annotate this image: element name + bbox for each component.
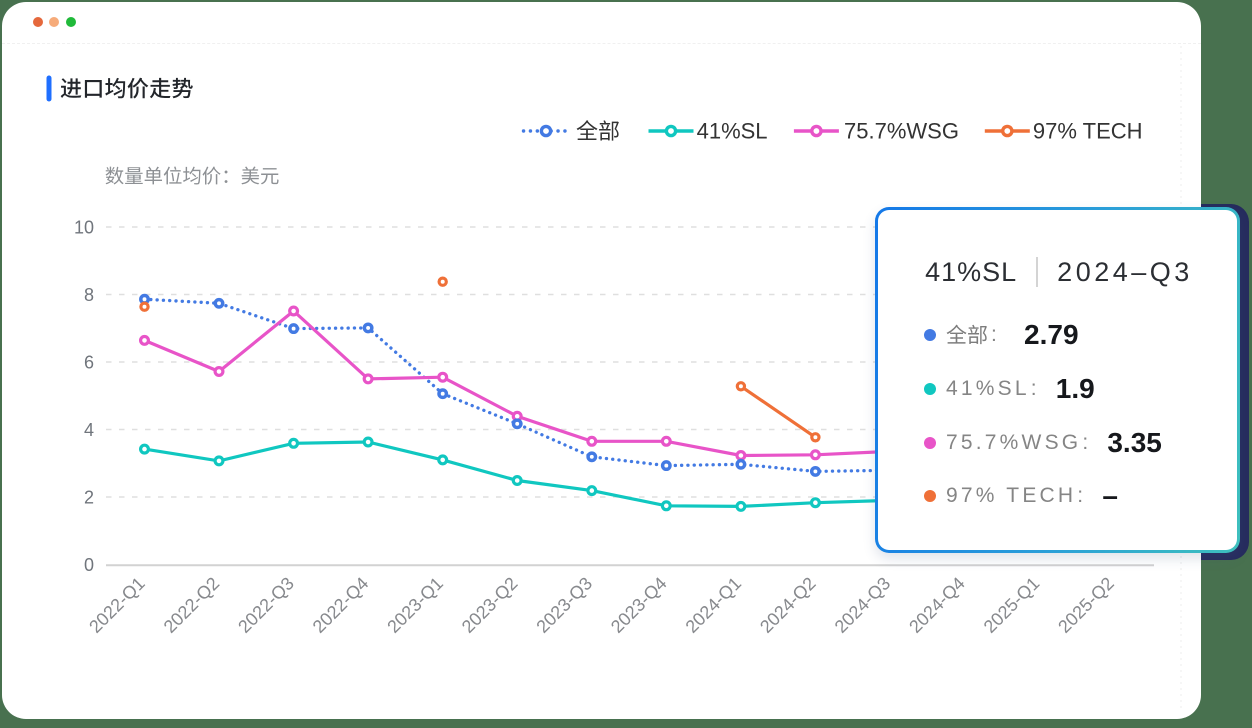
svg-text:2024-Q4: 2024-Q4 [905, 573, 969, 637]
svg-text:2024-Q1: 2024-Q1 [682, 573, 746, 637]
svg-text:10: 10 [74, 218, 94, 238]
svg-text:2022-Q1: 2022-Q1 [85, 573, 149, 637]
svg-text:2022-Q3: 2022-Q3 [234, 573, 298, 637]
svg-text:0: 0 [84, 555, 94, 575]
svg-text:2025-Q1: 2025-Q1 [980, 573, 1044, 637]
svg-text:4: 4 [84, 420, 94, 440]
svg-text:8: 8 [84, 285, 94, 305]
svg-text:2023-Q2: 2023-Q2 [458, 573, 522, 637]
svg-text:2023-Q4: 2023-Q4 [607, 573, 671, 637]
svg-text:2024-Q3: 2024-Q3 [831, 573, 895, 637]
svg-text:2024-Q2: 2024-Q2 [756, 573, 820, 637]
svg-text:75.7%WSG: 75.7%WSG [844, 119, 959, 144]
svg-text:6: 6 [84, 353, 94, 373]
svg-text:2023-Q3: 2023-Q3 [532, 573, 596, 637]
svg-text:2022-Q2: 2022-Q2 [160, 573, 224, 637]
svg-text:41%SL: 41%SL [697, 119, 768, 144]
svg-text:97% TECH: 97% TECH [1033, 119, 1143, 144]
svg-text:2025-Q2: 2025-Q2 [1054, 573, 1118, 637]
svg-text:2023-Q1: 2023-Q1 [383, 573, 447, 637]
svg-text:2022-Q4: 2022-Q4 [309, 573, 373, 637]
svg-text:2: 2 [84, 488, 94, 508]
